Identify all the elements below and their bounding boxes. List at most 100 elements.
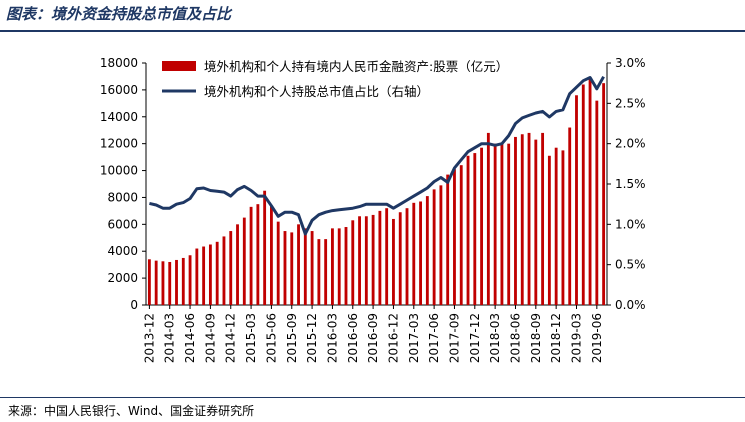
bar	[310, 231, 314, 305]
bar	[168, 261, 172, 305]
bar	[500, 143, 504, 305]
bar	[432, 189, 436, 305]
left-axis-tick-label: 18000	[100, 56, 138, 70]
bar	[385, 208, 389, 305]
x-axis-tick-label: 2015-06	[264, 313, 278, 363]
bar	[303, 228, 307, 305]
bar	[419, 201, 422, 305]
x-axis-tick-label: 2015-09	[285, 313, 299, 363]
bar	[480, 147, 484, 305]
left-axis-tick-label: 14000	[100, 110, 138, 124]
bar	[337, 228, 341, 305]
bar	[507, 143, 511, 305]
x-axis-tick-label: 2016-06	[346, 313, 360, 363]
bar	[229, 231, 233, 305]
left-axis-tick-label: 0	[130, 298, 138, 312]
bar	[154, 260, 158, 305]
bar	[534, 139, 538, 305]
bar	[453, 169, 456, 305]
bar	[554, 147, 558, 305]
bar	[392, 218, 395, 305]
bar	[520, 134, 524, 305]
left-axis-tick-label: 12000	[100, 137, 138, 151]
bar	[181, 257, 185, 305]
bar	[398, 212, 402, 305]
right-axis-tick-label: 0.5%	[615, 258, 646, 272]
bar	[364, 216, 368, 305]
bar	[175, 259, 178, 305]
bar	[568, 127, 572, 306]
bar	[290, 232, 294, 305]
title-divider	[0, 30, 745, 32]
bar	[331, 228, 334, 305]
x-axis-tick-label: 2013-12	[142, 313, 156, 363]
bar	[541, 132, 545, 305]
bar	[161, 261, 165, 305]
x-axis-tick-label: 2015-12	[305, 313, 319, 363]
left-axis-tick-label: 2000	[107, 271, 138, 285]
x-axis-tick-label: 2014-12	[224, 313, 238, 363]
bar	[459, 165, 463, 305]
bar	[317, 239, 321, 305]
bar	[297, 224, 300, 305]
bar	[242, 217, 246, 305]
right-axis-tick-label: 0.0%	[615, 298, 646, 312]
bar	[514, 136, 517, 305]
bar	[269, 205, 273, 305]
bar	[378, 210, 382, 305]
bar	[371, 214, 375, 305]
bar	[215, 241, 219, 305]
bar	[602, 83, 606, 305]
bar	[493, 143, 497, 305]
x-axis-tick-label: 2018-06	[509, 313, 523, 363]
bar	[208, 244, 212, 305]
bar	[588, 77, 592, 306]
right-axis-tick-label: 2.0%	[615, 137, 646, 151]
bar	[276, 221, 280, 305]
bar	[575, 95, 578, 305]
bar	[425, 196, 429, 305]
x-axis-tick-label: 2018-12	[549, 313, 563, 363]
bar	[561, 150, 565, 305]
bar	[466, 155, 470, 305]
bar	[324, 239, 328, 305]
bar	[358, 216, 361, 305]
source-note: 来源：中国人民银行、Wind、国金证券研究所	[8, 404, 255, 418]
left-axis-tick-label: 4000	[107, 244, 138, 258]
x-axis-tick-label: 2014-09	[203, 313, 217, 363]
bar	[527, 132, 531, 305]
chart-title: 图表：境外资金持股总市值及占比	[6, 5, 232, 23]
right-axis-tick-label: 2.5%	[615, 96, 646, 110]
bar	[283, 231, 287, 305]
bar	[595, 100, 599, 306]
bar	[344, 227, 348, 305]
legend-bar-label: 境外机构和个人持有境内人民币金融资产:股票（亿元）	[204, 59, 508, 74]
bar	[405, 208, 409, 305]
chart: 0 2000 4000 6000 8000 10000 12000 14000 16000 180…	[100, 56, 646, 363]
bar	[256, 204, 260, 305]
share-line	[149, 75, 605, 236]
bar	[547, 155, 551, 305]
x-axis-tick-label: 2017-03	[407, 313, 421, 363]
right-axis-tick-label: 1.0%	[615, 217, 646, 231]
left-axis-tick-label: 6000	[107, 217, 138, 231]
bar	[263, 190, 267, 305]
x-axis-tick-label: 2016-12	[386, 313, 400, 363]
x-axis-tick-label: 2014-06	[183, 313, 197, 363]
left-axis-tick-label: 16000	[100, 83, 138, 97]
bar	[581, 84, 585, 305]
bar	[473, 153, 477, 305]
x-axis-tick-label: 2018-09	[529, 313, 543, 363]
bar	[249, 206, 253, 305]
bar	[147, 259, 151, 305]
x-axis-tick-label: 2019-06	[590, 313, 604, 363]
left-axis-tick-label: 10000	[100, 164, 138, 178]
right-axis-tick-label: 1.5%	[615, 177, 646, 191]
x-axis-tick-label: 2018-03	[488, 313, 502, 363]
x-axis-tick-label: 2017-06	[427, 313, 441, 363]
legend-line-label: 境外机构和个人持股总市值占比（右轴）	[204, 84, 429, 99]
bar	[236, 224, 239, 305]
bar	[351, 220, 355, 305]
bar	[446, 174, 450, 305]
bar	[188, 255, 192, 305]
